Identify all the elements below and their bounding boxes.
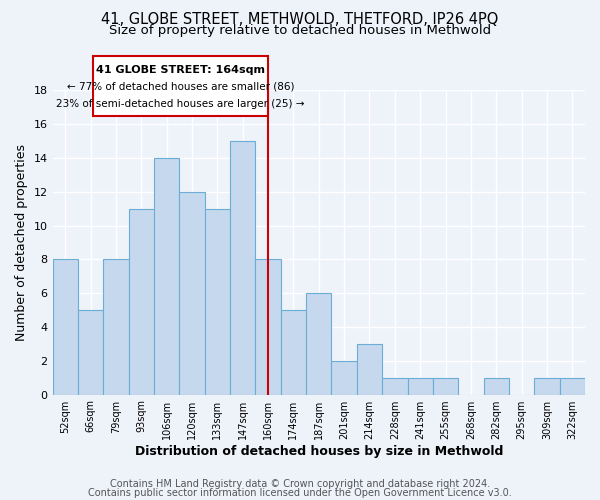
Text: 41 GLOBE STREET: 164sqm: 41 GLOBE STREET: 164sqm <box>96 65 265 75</box>
Bar <box>331 361 357 394</box>
X-axis label: Distribution of detached houses by size in Methwold: Distribution of detached houses by size … <box>134 444 503 458</box>
Bar <box>407 378 433 394</box>
Text: ← 77% of detached houses are smaller (86): ← 77% of detached houses are smaller (86… <box>67 82 295 92</box>
Bar <box>560 378 585 394</box>
Bar <box>154 158 179 394</box>
Bar <box>433 378 458 394</box>
Bar <box>534 378 560 394</box>
Bar <box>256 260 281 394</box>
Bar <box>306 293 331 394</box>
Bar <box>179 192 205 394</box>
Bar <box>78 310 103 394</box>
Bar <box>103 260 128 394</box>
Text: Contains HM Land Registry data © Crown copyright and database right 2024.: Contains HM Land Registry data © Crown c… <box>110 479 490 489</box>
Text: Size of property relative to detached houses in Methwold: Size of property relative to detached ho… <box>109 24 491 37</box>
Y-axis label: Number of detached properties: Number of detached properties <box>15 144 28 341</box>
Bar <box>382 378 407 394</box>
Text: Contains public sector information licensed under the Open Government Licence v3: Contains public sector information licen… <box>88 488 512 498</box>
Bar <box>53 260 78 394</box>
Text: 41, GLOBE STREET, METHWOLD, THETFORD, IP26 4PQ: 41, GLOBE STREET, METHWOLD, THETFORD, IP… <box>101 12 499 28</box>
Bar <box>357 344 382 395</box>
Bar <box>281 310 306 394</box>
Bar <box>484 378 509 394</box>
FancyBboxPatch shape <box>93 56 268 116</box>
Bar <box>205 208 230 394</box>
Text: 23% of semi-detached houses are larger (25) →: 23% of semi-detached houses are larger (… <box>56 98 305 108</box>
Bar <box>230 141 256 395</box>
Bar <box>128 208 154 394</box>
